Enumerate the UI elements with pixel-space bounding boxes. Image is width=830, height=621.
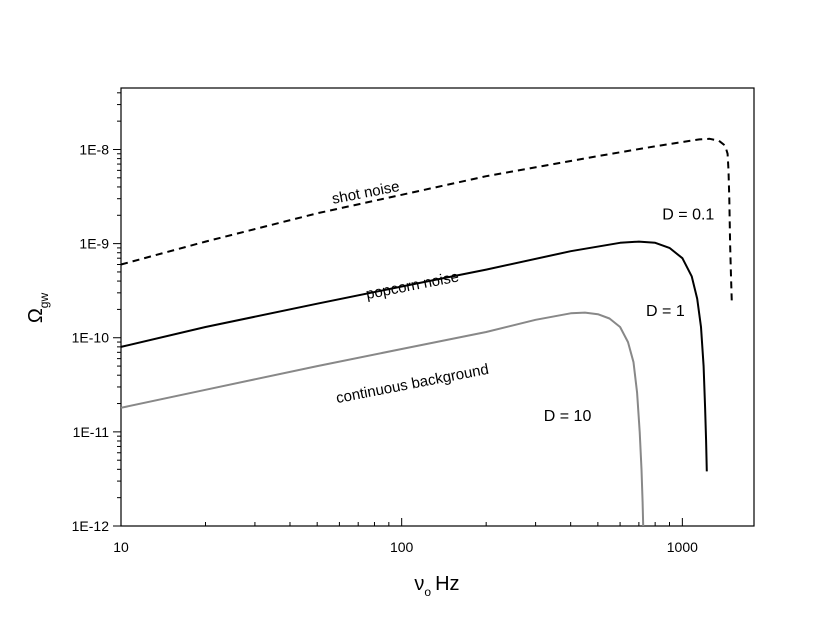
x-axis-title: νo Hz: [414, 573, 459, 599]
x-tick-label: 10: [113, 539, 129, 555]
y-tick-label: 1E-10: [72, 330, 110, 346]
y-tick-label: 1E-8: [79, 141, 109, 157]
series-layer: [120, 137, 733, 527]
x-tick-label: 1000: [667, 539, 698, 555]
y-tick-label: 1E-9: [79, 236, 109, 252]
x-tick-label: 100: [390, 539, 414, 555]
annotation-d10: D = 10: [544, 408, 592, 425]
x-axis-subscript: o: [424, 585, 431, 599]
y-axis-symbol: Ω: [25, 308, 47, 323]
y-axis-title: Ωgw: [25, 293, 51, 324]
annotation-d1: D = 1: [646, 303, 685, 320]
x-axis-unit: Hz: [435, 573, 459, 595]
series-line-3: [120, 311, 645, 527]
series-line-2: [120, 240, 708, 472]
x-axis-ticks: 10 100 1000: [113, 518, 698, 555]
annotation-popcorn: popcorn noise: [365, 268, 461, 303]
annotation-d01: D = 0.1: [662, 207, 714, 224]
x-axis-symbol: ν: [414, 573, 424, 595]
y-tick-label: 1E-11: [73, 424, 110, 440]
y-axis-ticks: 1E-12 1E-11 1E-10 1E-9 1E-8: [72, 92, 121, 534]
annotation-continuous: continuous background: [335, 361, 491, 407]
y-tick-label: 1E-12: [72, 518, 110, 534]
y-axis-subscript: gw: [37, 293, 51, 309]
plot-frame: [120, 87, 755, 527]
